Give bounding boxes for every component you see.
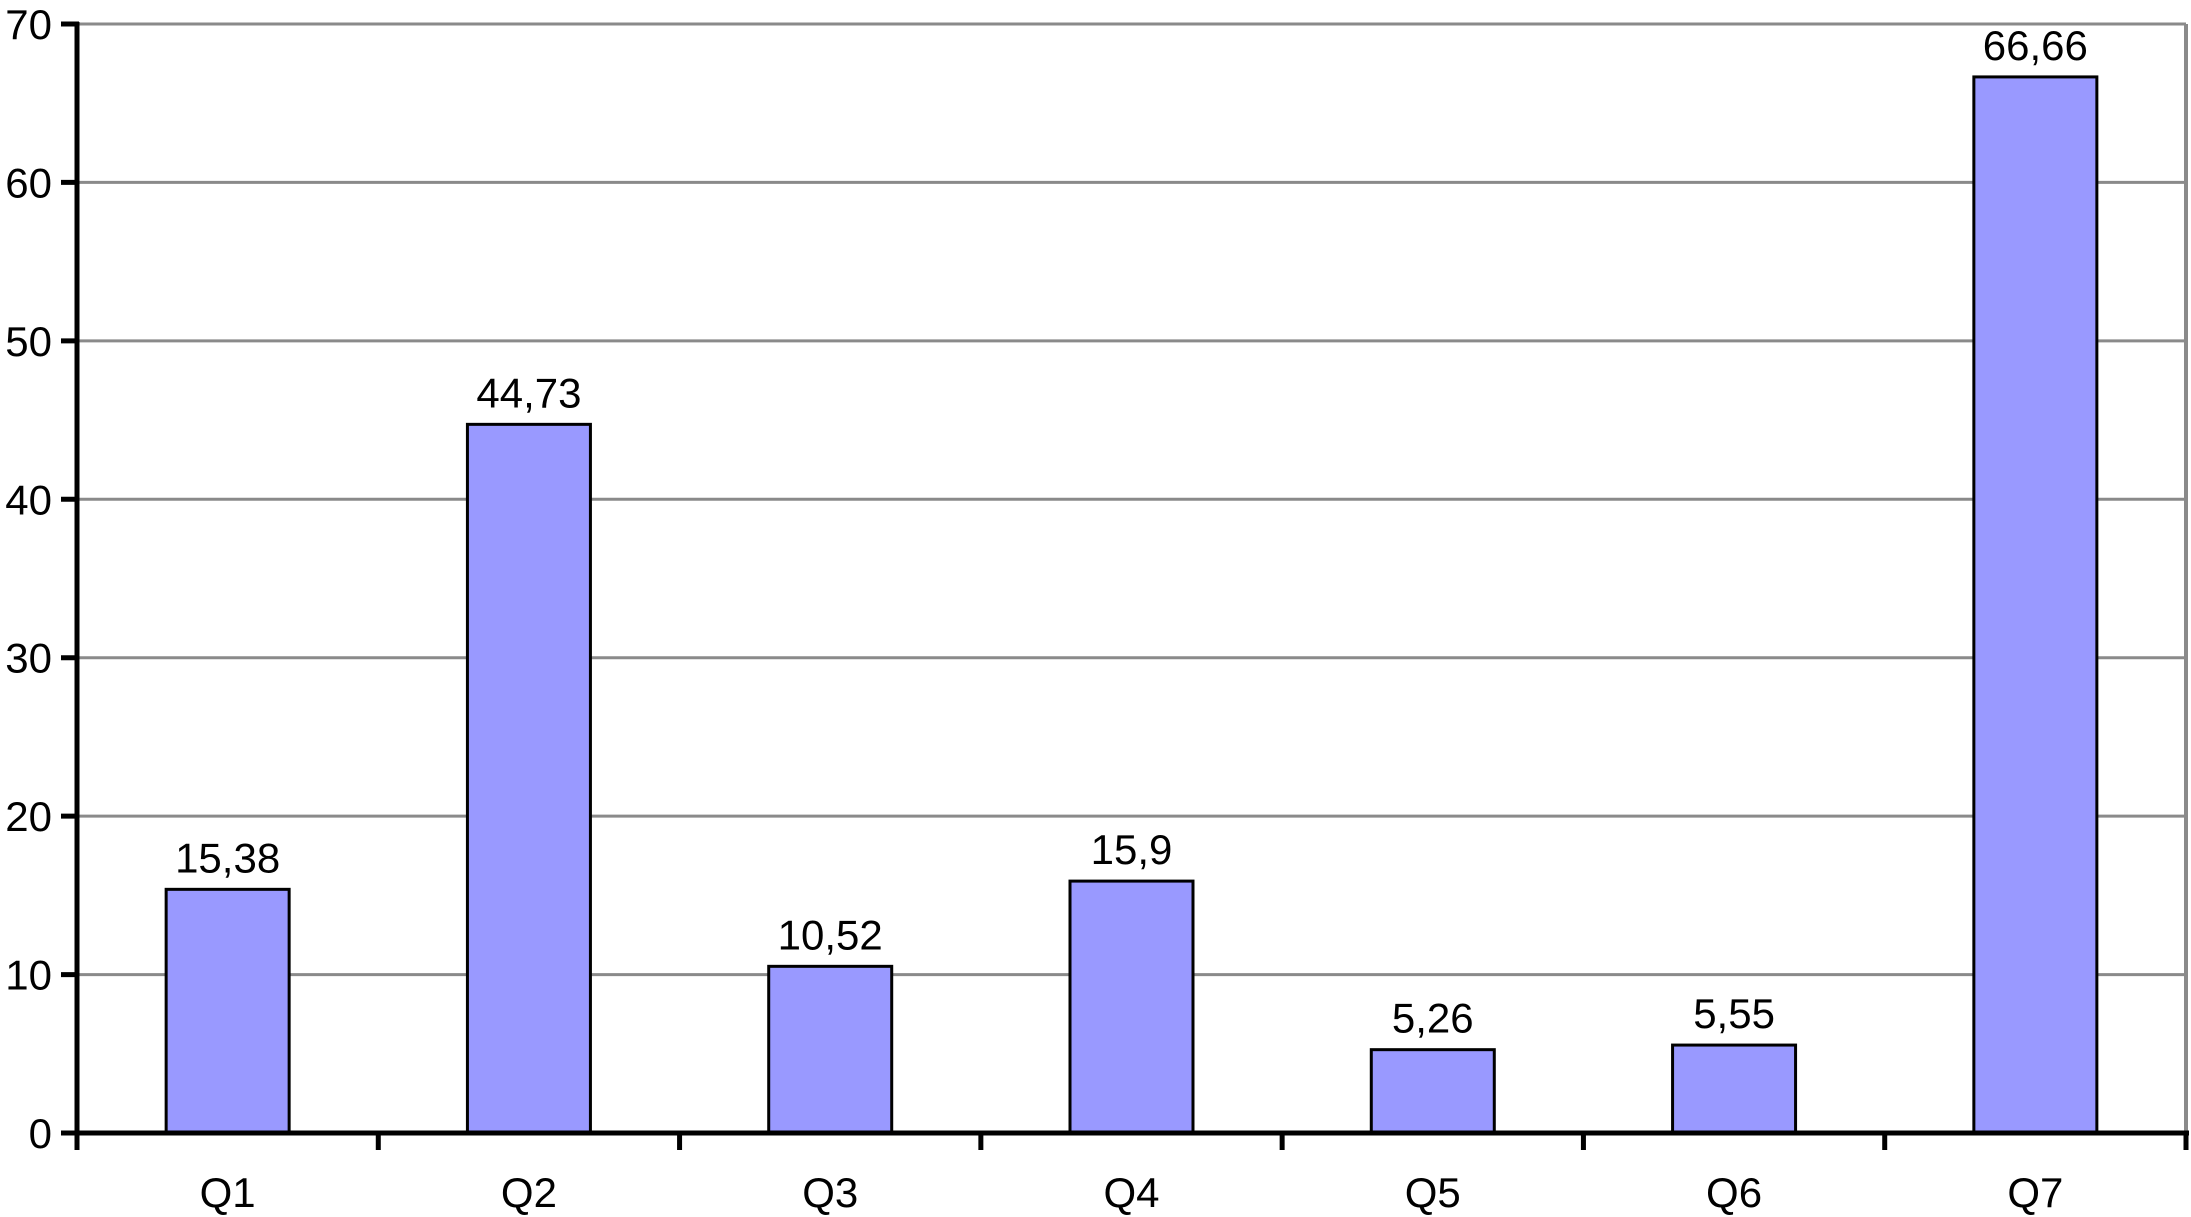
- bar-Q5: [1369, 1048, 1496, 1135]
- y-tick-label-50: 50: [5, 318, 52, 365]
- x-tick-label-Q6: Q6: [1706, 1169, 1762, 1216]
- value-label-Q1: 15,38: [175, 834, 280, 881]
- value-label-Q2: 44,73: [476, 369, 581, 416]
- y-tick-label-40: 40: [5, 476, 52, 523]
- y-tick-label-20: 20: [5, 793, 52, 840]
- y-tick-label-60: 60: [5, 159, 52, 206]
- y-tick-label-30: 30: [5, 635, 52, 682]
- bar-Q2: [465, 422, 592, 1135]
- x-tick-label-Q1: Q1: [200, 1169, 256, 1216]
- value-label-Q4: 15,9: [1091, 826, 1173, 873]
- x-tick-label-Q2: Q2: [501, 1169, 557, 1216]
- value-label-Q5: 5,26: [1392, 995, 1474, 1042]
- bar-Q1: [164, 887, 291, 1135]
- value-label-Q7: 66,66: [1983, 22, 2088, 69]
- value-label-Q3: 10,52: [778, 911, 883, 958]
- y-tick-label-10: 10: [5, 952, 52, 999]
- x-tick-label-Q7: Q7: [2007, 1169, 2063, 1216]
- y-tick-label-0: 0: [29, 1110, 52, 1157]
- x-tick-label-Q4: Q4: [1103, 1169, 1159, 1216]
- bar-Q6: [1671, 1043, 1798, 1135]
- value-label-Q6: 5,55: [1693, 990, 1775, 1037]
- bar-Q7: [1972, 75, 2099, 1135]
- y-tick-label-70: 70: [5, 1, 52, 48]
- bar-Q3: [767, 964, 894, 1135]
- x-tick-label-Q5: Q5: [1405, 1169, 1461, 1216]
- bar-Q4: [1068, 879, 1195, 1135]
- x-tick-label-Q3: Q3: [802, 1169, 858, 1216]
